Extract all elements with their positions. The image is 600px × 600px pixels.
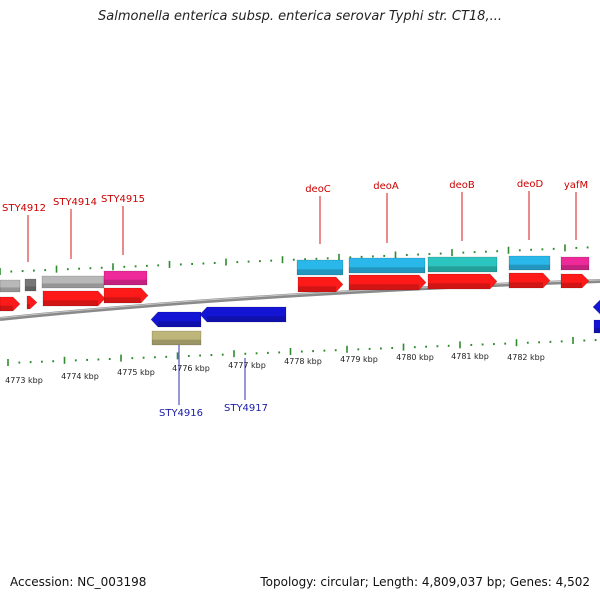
scale-label: 4775 kbp xyxy=(117,368,155,377)
cds-arrow-forward xyxy=(42,290,106,307)
cds-arrow-forward-shade xyxy=(104,297,141,303)
gene-label-forward: yafM xyxy=(564,180,588,191)
scale-label: 4779 kbp xyxy=(340,355,378,364)
gene-label-forward: STY4912 xyxy=(2,203,46,214)
genome-summary-text: Topology: circular; Length: 4,809,037 bp… xyxy=(260,575,590,589)
cds-arrow-reverse xyxy=(592,299,600,315)
scale-label: 4780 kbp xyxy=(396,353,434,362)
scale-label: 4773 kbp xyxy=(5,376,43,385)
cds-arrow-forward-shade xyxy=(43,300,98,306)
cds-arrow-forward-shade xyxy=(298,286,336,292)
gene-block-yafM-shade xyxy=(561,265,589,270)
cds-arrow-reverse-shade xyxy=(158,321,201,327)
gene-block-magenta-shade xyxy=(104,279,147,285)
cds-arrow-reverse xyxy=(593,319,600,334)
cds-arrow-forward-shade xyxy=(509,282,543,288)
gene-block-gray-shade xyxy=(0,287,20,292)
cds-arrow-forward xyxy=(103,287,149,304)
gene-block-magenta xyxy=(103,270,148,286)
gene-block-deoB-shade xyxy=(428,266,497,272)
cds-arrow-forward xyxy=(0,296,21,312)
gene-block-deoA-shade xyxy=(349,267,425,273)
genome-backbone xyxy=(0,279,600,321)
cds-arrow-forward-shade xyxy=(0,305,13,311)
cds-arrow-forward xyxy=(348,274,427,291)
scale-label: 4778 kbp xyxy=(284,357,322,366)
cds-arrow-reverse-shade xyxy=(207,316,286,322)
gene-block-deoB xyxy=(427,256,498,273)
gene-block-deoC xyxy=(296,259,344,276)
gene-block-deoC-shade xyxy=(297,269,343,275)
gene-label-forward: deoD xyxy=(517,179,544,190)
gene-block-darkgray xyxy=(24,278,37,292)
cds-arrow-forward xyxy=(297,276,344,293)
cds-arrow-reverse xyxy=(150,311,202,328)
cds-arrow-forward xyxy=(560,273,590,289)
cds-arrow-forward xyxy=(427,273,498,290)
gene-label-forward: STY4915 xyxy=(101,194,145,205)
scale-label: 4781 kbp xyxy=(451,352,489,361)
gene-block-olive xyxy=(151,330,202,346)
gene-block-olive-shade xyxy=(152,339,201,345)
cds-arrow-forward-shade xyxy=(27,304,30,309)
gene-label-reverse: STY4917 xyxy=(224,403,268,414)
cds-arrow-forward-shade xyxy=(428,283,490,289)
scale-label: 4774 kbp xyxy=(61,372,99,381)
gene-block-deoA xyxy=(348,257,426,274)
gene-block-deoD xyxy=(508,255,551,271)
gene-block-yafM xyxy=(560,256,590,271)
gene-label-forward: STY4914 xyxy=(53,197,97,208)
map-title: Salmonella enterica subsp. enterica sero… xyxy=(98,9,502,24)
gene-label-reverse: STY4916 xyxy=(159,408,203,419)
gene-label-forward: deoC xyxy=(305,184,331,195)
gene-block-darkgray-shade xyxy=(25,286,36,291)
gene-label-forward: deoB xyxy=(449,180,475,191)
cds-arrow-reverse xyxy=(199,306,287,323)
cds-arrow-forward xyxy=(508,272,551,289)
cds-arrow-forward xyxy=(26,295,38,310)
gene-label-forward: deoA xyxy=(373,181,399,192)
cds-arrow-forward-shade xyxy=(561,282,582,288)
gene-block-deoD-shade xyxy=(509,264,550,270)
cds-arrow-forward-shade xyxy=(349,284,419,290)
cds-arrow-reverse-shade xyxy=(594,328,600,333)
scale-label: 4776 kbp xyxy=(172,364,210,373)
gene-block-gray-shade xyxy=(42,283,104,288)
accession-text: Accession: NC_003198 xyxy=(10,575,147,589)
scale-label: 4777 kbp xyxy=(228,361,266,370)
genome-backbone-highlight xyxy=(0,279,600,319)
gene-block-gray xyxy=(0,279,21,293)
scale-label: 4782 kbp xyxy=(507,353,545,362)
